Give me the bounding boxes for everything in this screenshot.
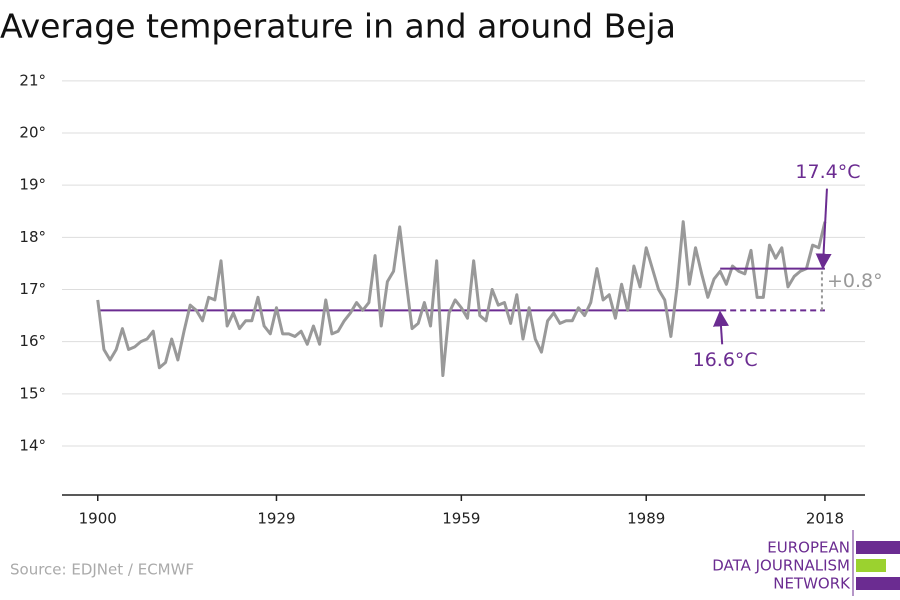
y-tick-label: 20°	[19, 124, 46, 142]
logo-text: NETWORK	[773, 575, 851, 593]
x-tick-label: 2018	[806, 510, 844, 528]
logo-bar	[856, 577, 900, 590]
x-tick-label: 1959	[442, 510, 480, 528]
logo-bar	[856, 541, 900, 554]
y-tick-label: 19°	[19, 176, 46, 194]
arrow	[712, 310, 729, 345]
baseline-mean-label: 16.6°C	[693, 349, 758, 371]
x-tick-label: 1989	[627, 510, 665, 528]
recent-mean-label: 17.4°C	[795, 161, 860, 183]
y-tick-label: 15°	[19, 384, 46, 402]
temperature-line	[96, 220, 827, 378]
x-tick-label: 1900	[79, 510, 117, 528]
y-tick-label: 14°	[19, 436, 46, 454]
chart-title: Average temperature in and around Beja	[0, 7, 676, 46]
x-tick-label: 1929	[257, 510, 295, 528]
logo-bar	[856, 559, 886, 572]
logo-text: EUROPEAN	[767, 539, 850, 557]
arrow	[815, 188, 832, 270]
source: Source: EDJNet / ECMWF	[10, 561, 194, 579]
y-tick-label: 21°	[19, 71, 46, 89]
y-tick-label: 17°	[19, 280, 46, 298]
y-tick-label: 16°	[19, 332, 46, 350]
difference-label: +0.8°	[827, 270, 883, 292]
logo-text: DATA JOURNALISM	[712, 557, 850, 575]
y-tick-label: 18°	[19, 228, 46, 246]
